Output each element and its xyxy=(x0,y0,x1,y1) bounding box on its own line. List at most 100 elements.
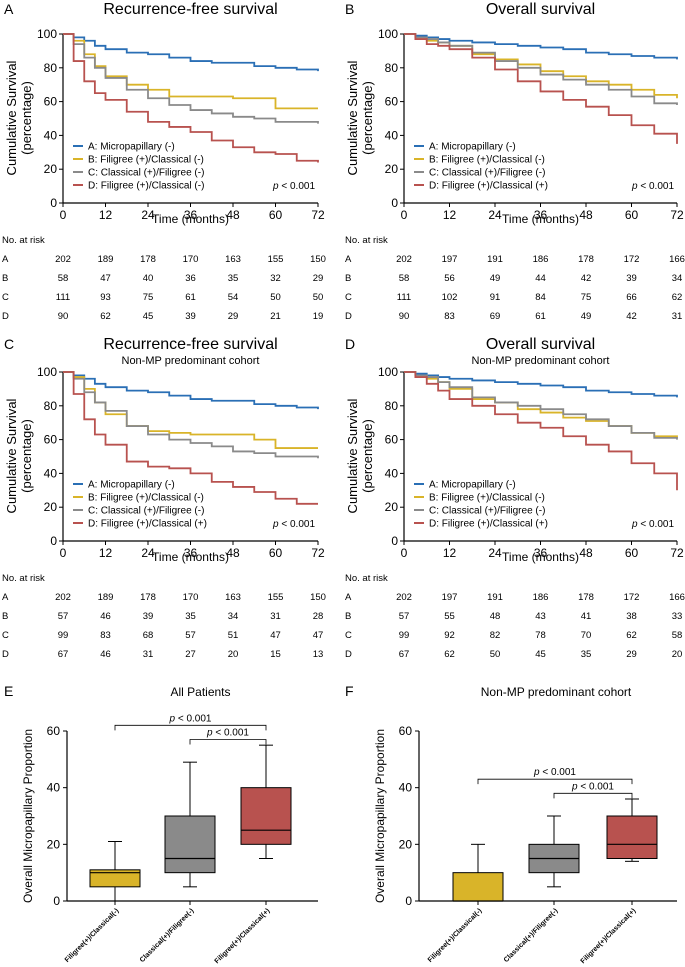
y-tick-label: 60 xyxy=(385,433,399,447)
x-tick-label: 12 xyxy=(443,546,457,560)
x-tick-label: 36 xyxy=(184,546,198,560)
legend-entry: C: Classical (+)/Filigree (-) xyxy=(429,168,545,179)
risk-count: 62 xyxy=(100,311,111,322)
box-b: Filigree(+)/Classical(-) xyxy=(64,841,141,964)
x-tick-label: 12 xyxy=(99,546,113,560)
chart-subtitle: Non-MP predominant cohort xyxy=(122,355,260,367)
risk-count: 99 xyxy=(399,630,410,641)
risk-count: 39 xyxy=(143,611,154,622)
risk-count: 166 xyxy=(669,254,685,265)
risk-count: 32 xyxy=(270,273,281,284)
x-axis-label: Time (months) xyxy=(152,212,229,226)
bracket-line xyxy=(553,792,633,799)
y-tick-label: 40 xyxy=(385,466,399,480)
box-body xyxy=(89,869,141,888)
chart-title: Overall survival xyxy=(486,336,595,353)
x-tick-label: 36 xyxy=(534,208,548,222)
y-axis-label: Cumulative Survival(percentage) xyxy=(345,60,375,175)
box-body xyxy=(606,815,658,859)
y-axis-label: Cumulative Survival(percentage) xyxy=(345,398,375,513)
risk-count: 44 xyxy=(535,273,546,284)
y-tick-label: 40 xyxy=(385,128,399,142)
risk-table-header: No. at risk xyxy=(2,235,45,246)
risk-table-header: No. at risk xyxy=(2,573,45,584)
risk-count: 163 xyxy=(225,254,241,265)
x-tick-label: 0 xyxy=(401,546,408,560)
risk-count: 178 xyxy=(578,254,594,265)
y-tick-label: 20 xyxy=(47,837,61,851)
legend-entry: D: Filigree (+)/Classical (-) xyxy=(88,181,204,192)
y-tick-label: 20 xyxy=(385,500,399,514)
risk-row-label: B xyxy=(2,611,8,622)
risk-count: 150 xyxy=(310,254,326,265)
risk-count: 163 xyxy=(225,592,241,603)
risk-count: 51 xyxy=(228,630,239,641)
risk-count: 47 xyxy=(100,273,111,284)
box-body xyxy=(164,815,216,874)
risk-count: 67 xyxy=(399,649,410,660)
x-tick-label: 36 xyxy=(534,546,548,560)
risk-count: 84 xyxy=(535,292,546,303)
chart-title: All Patients xyxy=(170,685,230,699)
risk-count: 92 xyxy=(444,630,455,641)
p-value-label: p < 0.001 xyxy=(631,181,674,192)
risk-count: 42 xyxy=(626,311,637,322)
chart-title: Overall survival xyxy=(486,1,595,18)
x-tick-label: 0 xyxy=(60,546,67,560)
risk-count: 62 xyxy=(672,292,683,303)
x-tick-label: 48 xyxy=(579,546,593,560)
box-panel-e: E All Patients Overall Micropapillary Prop… xyxy=(4,683,318,965)
risk-count: 27 xyxy=(185,649,196,660)
y-tick-label: 60 xyxy=(44,433,58,447)
risk-count: 93 xyxy=(100,292,111,303)
risk-count: 42 xyxy=(581,273,592,284)
km-curve-a xyxy=(404,33,678,60)
x-tick-label: 60 xyxy=(269,208,283,222)
x-tick-label: 24 xyxy=(488,208,502,222)
risk-count: 46 xyxy=(100,611,111,622)
x-axis-label: Time (months) xyxy=(502,212,579,226)
box-body xyxy=(240,787,292,845)
x-tick-label: 72 xyxy=(311,546,325,560)
risk-count: 189 xyxy=(98,592,114,603)
risk-count: 155 xyxy=(268,592,284,603)
bracket-p-value: p < 0.001 xyxy=(206,728,249,739)
risk-count: 75 xyxy=(143,292,154,303)
significance-bracket: p < 0.001 xyxy=(553,781,633,799)
risk-count: 172 xyxy=(624,592,640,603)
risk-count: 47 xyxy=(313,630,324,641)
y-tick-label: 0 xyxy=(50,534,57,548)
risk-row-label: A xyxy=(345,592,352,603)
risk-count: 186 xyxy=(533,254,549,265)
legend-entry: D: Filigree (+)/Classical (+) xyxy=(429,181,548,192)
legend-entry: C: Classical (+)/Filigree (-) xyxy=(88,506,204,517)
risk-count: 62 xyxy=(444,649,455,660)
km-panel-a: A Recurrence-free survival Cumulative Surv… xyxy=(2,1,326,322)
risk-count: 29 xyxy=(626,649,637,660)
y-tick-label: 80 xyxy=(44,61,58,75)
risk-count: 178 xyxy=(140,592,156,603)
km-curve-d xyxy=(404,371,678,491)
risk-count: 50 xyxy=(270,292,281,303)
x-tick-label: 60 xyxy=(625,208,639,222)
risk-count: 33 xyxy=(672,611,683,622)
y-tick-label: 20 xyxy=(385,162,399,176)
y-tick-label: 0 xyxy=(53,894,60,908)
km-curve-c xyxy=(63,371,319,459)
risk-count: 38 xyxy=(626,611,637,622)
risk-count: 91 xyxy=(490,292,501,303)
category-label: Filigree(+)/Classical(+) xyxy=(214,907,272,965)
risk-count: 39 xyxy=(185,311,196,322)
risk-row-label: C xyxy=(2,630,9,641)
legend-entry: A: Micropapillary (-) xyxy=(88,480,175,491)
risk-row-label: C xyxy=(345,630,352,641)
risk-count: 31 xyxy=(672,311,683,322)
risk-count: 78 xyxy=(535,630,546,641)
risk-table-header: No. at risk xyxy=(345,573,388,584)
panel-letter: C xyxy=(4,336,14,352)
y-axis-label: Overall Micropapillary Proportion xyxy=(21,729,35,903)
risk-count: 111 xyxy=(56,292,70,303)
risk-count: 90 xyxy=(399,311,410,322)
risk-row-label: D xyxy=(2,649,9,660)
x-tick-label: 72 xyxy=(670,546,684,560)
